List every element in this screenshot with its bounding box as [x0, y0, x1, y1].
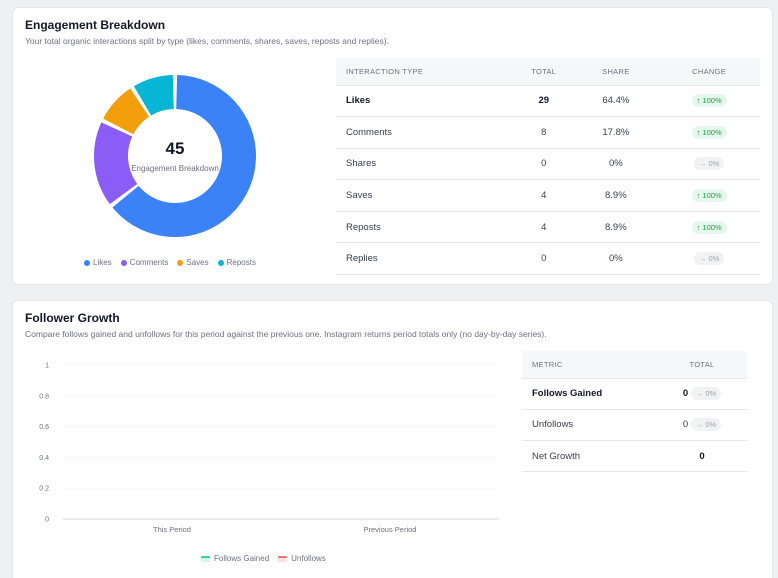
legend-dot-likes — [84, 259, 90, 266]
legend-label-comments: Comments — [129, 258, 169, 267]
engagement-donut-chart: 45 Engagement Breakdown — [93, 74, 257, 238]
y-tick-label: 0.2 — [39, 486, 49, 493]
donut-center-label: Engagement Breakdown — [131, 164, 219, 173]
header-metric: METRIC — [522, 351, 657, 379]
row-share: 0% — [573, 148, 659, 181]
change-badge: → 0% — [690, 387, 722, 401]
follower-subtitle: Compare follows gained and unfollows for… — [25, 329, 547, 339]
row-total: 8 — [514, 116, 574, 149]
y-tick-label: 0.4 — [39, 455, 49, 462]
row-type: Replies — [336, 242, 515, 276]
metric-label: Follows Gained — [522, 378, 657, 410]
legend-label-likes: Likes — [93, 258, 112, 267]
follower-table-header: METRIC TOTAL — [522, 351, 747, 379]
legend-label-follows-gained: Follows Gained — [214, 554, 270, 563]
header-total: TOTAL — [514, 58, 574, 86]
change-badge: ↑ 100% — [691, 220, 727, 234]
row-type: Comments — [336, 116, 515, 149]
row-total: 0 — [514, 148, 574, 181]
metric-label: Unfollows — [522, 409, 657, 442]
row-type: Reposts — [336, 211, 515, 244]
legend-item-unfollows[interactable]: Unfollows — [278, 554, 326, 563]
y-tick-label: 0 — [45, 517, 49, 524]
x-tick-label: This Period — [153, 525, 191, 534]
metric-label: Net Growth — [522, 440, 657, 473]
row-total: 29 — [514, 85, 574, 118]
y-tick-label: 0.8 — [39, 393, 49, 400]
header-change: CHANGE — [658, 58, 760, 86]
change-badge: → 0% — [693, 252, 725, 266]
engagement-table-header: INTERACTION TYPE TOTAL SHARE CHANGE — [336, 58, 760, 86]
table-row: Unfollows 0 → 0% — [522, 409, 747, 442]
donut-legend: Likes Comments Saves Reposts — [84, 258, 265, 267]
legend-dot-reposts — [217, 259, 224, 266]
row-type: Shares — [336, 148, 515, 181]
table-row: Follows Gained 0 → 0% — [522, 378, 747, 410]
row-share: 64.4% — [573, 85, 659, 118]
metric-total: 0 — [682, 388, 689, 400]
y-tick-label: 0.6 — [39, 424, 49, 431]
legend-item-reposts[interactable]: Reposts — [217, 258, 256, 267]
header-interaction-type: INTERACTION TYPE — [336, 58, 515, 86]
row-total: 4 — [514, 211, 574, 244]
change-badge: ↑ 100% — [691, 189, 727, 203]
change-badge: ↑ 100% — [691, 125, 727, 139]
engagement-table: INTERACTION TYPE TOTAL SHARE CHANGE Like… — [336, 58, 760, 276]
donut-slice-likes[interactable] — [94, 75, 256, 237]
follower-growth-chart: 0 0.2 0.4 0.6 0.8 1 This Period Previous Perio… — [39, 363, 499, 534]
table-row: Saves 4 8.9% ↑ 100% — [336, 179, 760, 212]
table-row: Reposts 4 8.9% ↑ 100% — [336, 211, 760, 244]
table-row: Likes 29 64.4% ↑ 100% — [336, 85, 760, 118]
table-row: Shares 0 0% → 0% — [336, 148, 760, 181]
change-badge: ↑ 100% — [691, 94, 727, 108]
donut-total: 45 — [166, 139, 185, 158]
engagement-title: Engagement Breakdown — [25, 18, 166, 32]
legend-label-unfollows: Unfollows — [291, 554, 326, 563]
donut-slice-saves[interactable] — [93, 74, 257, 238]
change-badge: → 0% — [690, 418, 722, 432]
table-row: Replies 0 0% → 0% — [336, 242, 760, 276]
row-share: 8.9% — [573, 211, 659, 244]
legend-label-reposts: Reposts — [226, 258, 256, 267]
x-tick-label: Previous Period — [364, 525, 417, 534]
metric-total: 0 — [682, 419, 689, 431]
row-type: Likes — [336, 85, 515, 118]
legend-swatch-unfollows — [278, 555, 288, 562]
legend-item-saves[interactable]: Saves — [177, 258, 209, 267]
header-total: TOTAL — [657, 351, 747, 379]
follower-title: Follower Growth — [25, 311, 120, 325]
legend-swatch-follows-gained — [201, 555, 210, 562]
legend-item-follows-gained[interactable]: Follows Gained — [201, 554, 269, 563]
legend-label-saves: Saves — [186, 258, 209, 267]
row-total: 0 — [514, 242, 574, 276]
legend-dot-comments — [120, 259, 127, 266]
row-total: 4 — [514, 179, 574, 212]
change-badge: → 0% — [693, 157, 725, 171]
donut-slice-reposts[interactable] — [93, 74, 257, 238]
legend-item-likes[interactable]: Likes — [84, 258, 112, 267]
y-tick-label: 1 — [45, 363, 49, 370]
engagement-subtitle: Your total organic interactions split by… — [25, 36, 389, 46]
legend-dot-saves — [177, 259, 184, 266]
legend-item-comments[interactable]: Comments — [120, 258, 169, 267]
table-row: Comments 8 17.8% ↑ 100% — [336, 116, 760, 149]
row-share: 8.9% — [573, 179, 659, 212]
row-share: 17.8% — [573, 116, 659, 149]
header-share: SHARE — [573, 58, 659, 86]
engagement-breakdown-card: Engagement Breakdown Your total organic … — [12, 7, 773, 285]
follower-legend: Follows Gained Unfollows — [201, 554, 335, 563]
table-row: Net Growth 0 — [522, 440, 747, 473]
follower-table: METRIC TOTAL Follows Gained 0 → 0% Unfol… — [522, 351, 747, 473]
row-type: Saves — [336, 179, 515, 212]
metric-total: 0 — [657, 440, 747, 473]
row-share: 0% — [573, 242, 659, 276]
follower-growth-card: Follower Growth Compare follows gained a… — [12, 300, 773, 578]
